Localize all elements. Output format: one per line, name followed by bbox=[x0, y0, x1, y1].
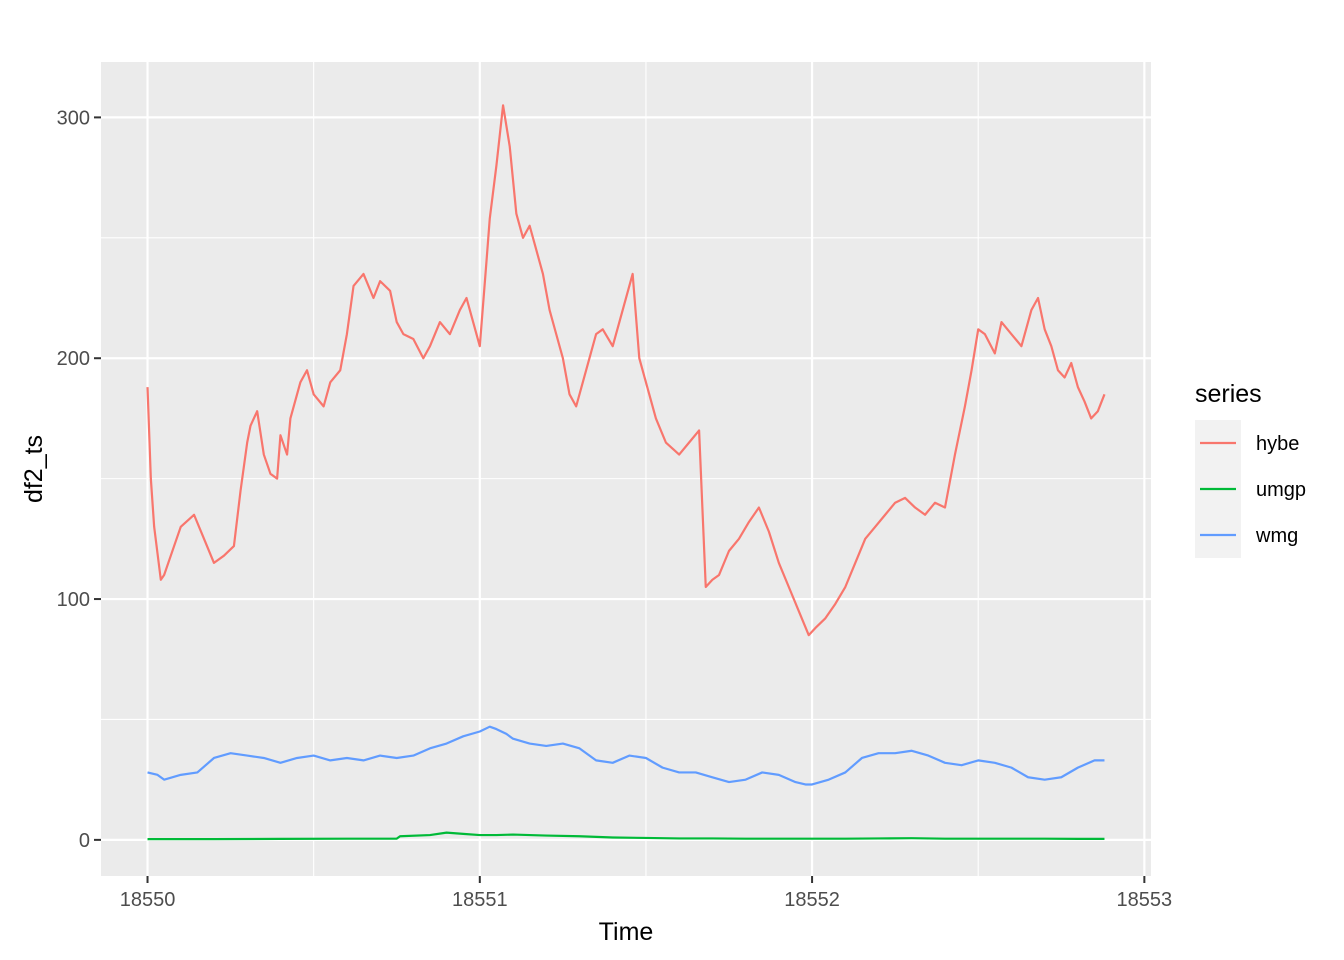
series-lines bbox=[146, 104, 1106, 841]
x-tick-label: 18550 bbox=[120, 889, 176, 911]
x-tick-label: 18551 bbox=[452, 889, 508, 911]
y-tick-label: 200 bbox=[57, 348, 90, 370]
series-line-wmg bbox=[147, 725, 1105, 786]
legend-label-wmg: wmg bbox=[1255, 525, 1298, 547]
legend-title: series bbox=[1195, 380, 1262, 408]
y-tick-label: 0 bbox=[79, 830, 90, 852]
series-line-umgp bbox=[147, 831, 1105, 841]
y-axis-title: df2_ts bbox=[20, 435, 48, 503]
x-tick-label: 18552 bbox=[784, 889, 840, 911]
legend: series hybe umgp wmg bbox=[1195, 380, 1306, 558]
y-axis: 0 100 200 300 bbox=[57, 107, 101, 852]
panel-background bbox=[101, 62, 1151, 876]
x-axis: 18550 18551 18552 18553 bbox=[120, 876, 1172, 911]
y-tick-label: 100 bbox=[57, 589, 90, 611]
legend-label-hybe: hybe bbox=[1256, 433, 1299, 455]
legend-label-umgp: umgp bbox=[1256, 479, 1306, 501]
legend-items: hybe umgp wmg bbox=[1195, 420, 1306, 558]
x-axis-title: Time bbox=[599, 918, 654, 946]
x-tick-label: 18553 bbox=[1117, 889, 1173, 911]
y-tick-label: 300 bbox=[57, 107, 90, 129]
series-line-hybe bbox=[146, 104, 1106, 637]
